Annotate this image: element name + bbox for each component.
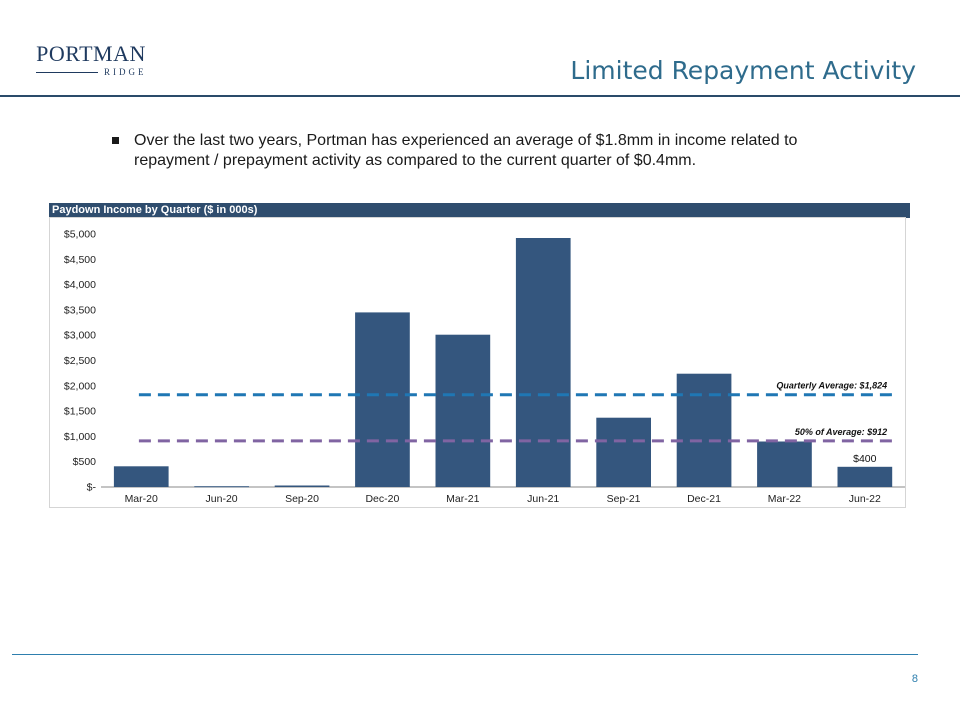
- y-tick-label: $1,000: [64, 431, 96, 443]
- y-tick-label: $2,500: [64, 355, 96, 367]
- paydown-income-bar-chart: $- $500 $1,000 $1,500 $2,000 $2,500 $3,000 $3,5…: [64, 229, 905, 505]
- portman-ridge-logo: PORTMAN RIDGE: [34, 42, 148, 82]
- bar: [676, 373, 732, 487]
- logo-subtitle: RIDGE: [104, 67, 147, 77]
- bar: [194, 486, 249, 488]
- y-tick-label: $4,000: [64, 279, 96, 291]
- chart-panel-title: Paydown Income by Quarter ($ in 000s): [52, 204, 258, 216]
- y-tick-label: $500: [73, 456, 97, 468]
- chart-container: $- $500 $1,000 $1,500 $2,000 $2,500 $3,000 $3,5…: [49, 217, 906, 508]
- bar: [596, 417, 651, 487]
- x-tick-label: Dec-21: [687, 493, 721, 505]
- logo-rule: [36, 72, 98, 73]
- x-tick-label: Jun-22: [849, 493, 881, 505]
- x-tick-label: Mar-20: [125, 493, 158, 505]
- footer-divider: [12, 654, 918, 655]
- reference-line-label: Quarterly Average: $1,824: [776, 381, 887, 391]
- y-tick-label: $1,500: [64, 406, 96, 418]
- reference-line-label: 50% of Average: $912: [795, 427, 887, 437]
- slide-title: Limited Repayment Activity: [570, 56, 916, 85]
- page-number: 8: [911, 673, 918, 685]
- x-tick-label: Dec-20: [365, 493, 399, 505]
- logo-name: PORTMAN: [36, 41, 146, 66]
- y-tick-label: $3,000: [64, 330, 96, 342]
- y-tick-label: $-: [87, 482, 97, 494]
- x-tick-label: Sep-21: [607, 493, 641, 505]
- chart-panel-header: Paydown Income by Quarter ($ in 000s): [49, 203, 910, 218]
- y-tick-label: $5,000: [64, 229, 96, 241]
- bar: [274, 485, 330, 487]
- bar: [757, 441, 812, 487]
- x-tick-label: Sep-20: [285, 493, 319, 505]
- x-tick-label: Jun-20: [206, 493, 238, 505]
- bar: [837, 466, 893, 487]
- bar: [113, 466, 169, 487]
- bar: [435, 334, 491, 487]
- header-divider: [0, 95, 960, 97]
- bullet-square-icon: [112, 137, 119, 144]
- y-tick-label: $2,000: [64, 380, 96, 392]
- x-tick-label: Mar-21: [446, 493, 479, 505]
- y-tick-label: $4,500: [64, 254, 96, 266]
- y-tick-label: $3,500: [64, 304, 96, 316]
- bar: [515, 238, 571, 487]
- data-label: $400: [853, 453, 877, 465]
- bullet-text: Over the last two years, Portman has exp…: [134, 132, 798, 169]
- x-tick-label: Jun-21: [527, 493, 559, 505]
- x-tick-label: Mar-22: [768, 493, 801, 505]
- bar: [355, 312, 410, 487]
